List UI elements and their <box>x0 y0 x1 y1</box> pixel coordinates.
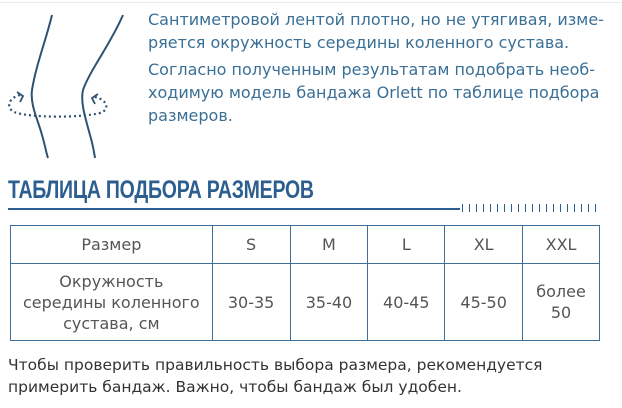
top-divider <box>0 2 622 3</box>
header-cell: L <box>367 225 446 264</box>
header-cell: M <box>289 225 369 264</box>
cell-line: сустава, см <box>63 313 160 333</box>
cell-line: середины коленного <box>22 292 200 312</box>
table-row: Окружность середины коленного сустава, с… <box>10 263 600 341</box>
text-line: примерить бандаж. Важно, чтобы бандаж бы… <box>8 378 462 396</box>
header-cell: XL <box>444 225 524 264</box>
table-cell: более 50 <box>522 263 600 341</box>
section-title: ТАБЛИЦА ПОДБОРА РАЗМЕРОВ <box>8 176 314 204</box>
row-label-cell: Окружность середины коленного сустава, с… <box>10 263 213 341</box>
table-cell: 45-50 <box>444 263 524 341</box>
text-line: Согласно полученным результатам подобрат… <box>148 60 596 79</box>
header-cell: XXL <box>522 225 600 264</box>
text-line: ходимую модель бандажа Orlett по таблице… <box>148 83 600 102</box>
cell-line: более <box>536 282 586 301</box>
title-underline <box>8 208 460 210</box>
table-header-row: Размер S M L XL XXL <box>10 225 600 264</box>
cell-line: 50 <box>550 303 572 322</box>
table-cell: 30-35 <box>211 263 291 341</box>
table-cell: 35-40 <box>289 263 369 341</box>
knee-measurement-icon <box>8 14 124 159</box>
text-line: Чтобы проверить правильность выбора разм… <box>8 356 543 374</box>
size-table: Размер S M L XL XXL Окружность середины … <box>10 225 600 341</box>
decorative-ticks <box>462 204 602 212</box>
header-cell: Размер <box>10 225 213 264</box>
header-cell: S <box>211 225 291 264</box>
instruction-paragraph-2: Согласно полученным результатам подобрат… <box>148 58 608 127</box>
fitting-note: Чтобы проверить правильность выбора разм… <box>8 354 600 398</box>
cell-line: Окружность <box>59 271 164 291</box>
table-cell: 40-45 <box>367 263 446 341</box>
instruction-paragraph-1: Сантиметровой лентой плотно, но не утяги… <box>148 8 608 54</box>
measurement-instructions: Сантиметровой лентой плотно, но не утяги… <box>148 8 608 131</box>
text-line: Сантиметровой лентой плотно, но не утяги… <box>148 10 604 29</box>
text-line: размеров. <box>148 106 233 125</box>
text-line: ряется окружность середины коленного сус… <box>148 33 570 52</box>
